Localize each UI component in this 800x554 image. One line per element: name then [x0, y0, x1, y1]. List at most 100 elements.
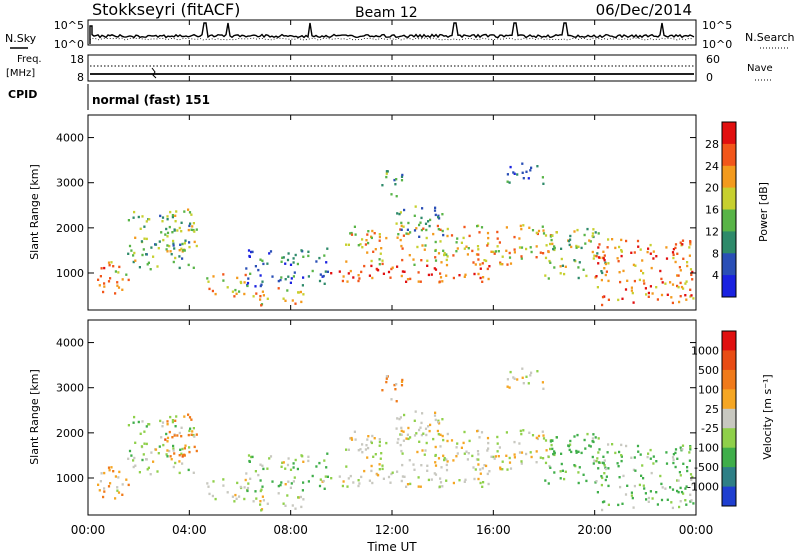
velocity-cell-7 — [505, 454, 508, 457]
velocity-cell-9 — [547, 482, 550, 485]
velocity-cell-10 — [614, 451, 617, 455]
velocity-cell-6 — [363, 469, 366, 473]
colorbar-segment — [722, 428, 736, 449]
velocity-cell-7 — [381, 464, 384, 467]
velocity-cell-7 — [545, 449, 548, 452]
velocity-cell-7 — [432, 437, 435, 441]
power-cell-5 — [324, 270, 327, 273]
velocity-cell-7 — [520, 432, 523, 436]
power-cell-5 — [311, 269, 314, 273]
velocity-cell-6 — [452, 481, 455, 485]
power-cell-6 — [452, 276, 455, 280]
power-cell-3 — [214, 292, 217, 296]
velocity-cell-10 — [684, 499, 687, 502]
power-cell-0 — [116, 284, 119, 287]
power-cell-10 — [690, 273, 693, 276]
velocity-cell-4 — [261, 495, 264, 498]
power-cell-7 — [477, 248, 480, 251]
power-cell-7 — [472, 261, 475, 264]
power-cell-7 — [499, 262, 502, 266]
velocity-cell-7 — [420, 464, 423, 467]
velocity-yaxis: 1000 2000 3000 4000 — [56, 337, 696, 485]
velocity-cell-7 — [519, 429, 522, 433]
power-cell-10 — [649, 285, 652, 288]
power-cell-7 — [370, 259, 373, 263]
power-cell-7 — [466, 253, 469, 256]
power-cell-10 — [643, 282, 646, 285]
velocity-cell-9 — [591, 440, 594, 443]
power-cell-5 — [284, 262, 287, 265]
velocity-cell-10 — [598, 448, 601, 451]
power-cell-5 — [302, 255, 305, 258]
velocity-cell-10 — [659, 474, 662, 478]
velocity-cell-10 — [661, 486, 664, 489]
power-cell-8 — [419, 221, 422, 224]
power-cell-6 — [464, 273, 467, 276]
velocity-cell-7 — [471, 454, 474, 458]
velocity-cell-5 — [257, 473, 260, 477]
colorbar-segment — [722, 467, 736, 487]
velocity-heatmap — [97, 367, 695, 512]
power-cell-5 — [277, 279, 280, 283]
power-cell-3 — [207, 280, 210, 283]
power-cell-5 — [300, 249, 303, 252]
velocity-cell-5 — [307, 480, 310, 483]
velocity-cell-7 — [378, 463, 381, 466]
velocity-cell-9 — [551, 447, 554, 451]
power-cell-7 — [542, 229, 545, 232]
power-cell-7 — [401, 247, 404, 250]
velocity-cell-8 — [437, 419, 440, 422]
power-cell-1 — [174, 256, 177, 260]
velocity-cell-10 — [632, 506, 635, 509]
power-cell-6 — [400, 274, 403, 278]
power-cell-7 — [345, 260, 348, 263]
power-cell-7 — [535, 256, 538, 259]
velocity-cell-7 — [518, 442, 521, 445]
velocity-cell-9 — [600, 475, 603, 478]
power-cell-7 — [505, 226, 508, 229]
power-cell-10 — [603, 259, 606, 262]
power-cell-4 — [300, 300, 303, 304]
power-cell-7 — [436, 224, 439, 228]
power-cell-1 — [138, 266, 141, 269]
power-cell-0 — [98, 284, 101, 287]
power-cell-7 — [496, 237, 499, 240]
velocity-cell-7 — [463, 452, 466, 455]
velocity-cell-8 — [441, 434, 444, 438]
noise-right-tick-bottom: 10^0 — [702, 38, 732, 51]
power-cell-4 — [255, 292, 258, 295]
power-cell-2 — [169, 250, 172, 253]
power-cell-7 — [499, 261, 502, 264]
velocity-cell-5 — [247, 454, 251, 457]
power-cell-10 — [647, 247, 650, 250]
power-cell-5 — [301, 284, 304, 287]
power-cell-1 — [132, 216, 135, 219]
power-cell-1 — [166, 235, 169, 238]
power-cell-9 — [575, 246, 578, 249]
velocity-cell-8 — [418, 440, 421, 443]
velocity-cell-6 — [487, 482, 490, 486]
velocity-ylabel: Slant Range [km] — [28, 369, 41, 465]
power-cell-12 — [508, 181, 511, 184]
power-cell-10 — [642, 272, 645, 275]
velocity-cell-0 — [107, 485, 111, 488]
power-cell-10 — [603, 267, 606, 270]
power-cell-5 — [294, 253, 297, 257]
power-cell-3 — [222, 279, 225, 282]
power-cell-9 — [547, 277, 550, 280]
velocity-cell-7 — [455, 446, 458, 449]
velocity-cell-6 — [441, 485, 444, 488]
power-cell-10 — [641, 259, 644, 262]
velocity-cell-10 — [685, 485, 688, 488]
velocity-cell-7 — [408, 459, 411, 462]
velocity-cell-7 — [350, 436, 353, 440]
velocity-cell-10 — [602, 455, 605, 458]
power-cell-12 — [513, 172, 516, 175]
power-cell-10 — [598, 243, 601, 246]
velocity-cell-1 — [160, 436, 163, 439]
power-cell-10 — [672, 256, 675, 260]
power-cell-3 — [206, 277, 209, 280]
velocity-cell-1 — [171, 420, 174, 424]
velocity-cell-9 — [577, 471, 580, 474]
power-cell-7 — [372, 250, 375, 253]
